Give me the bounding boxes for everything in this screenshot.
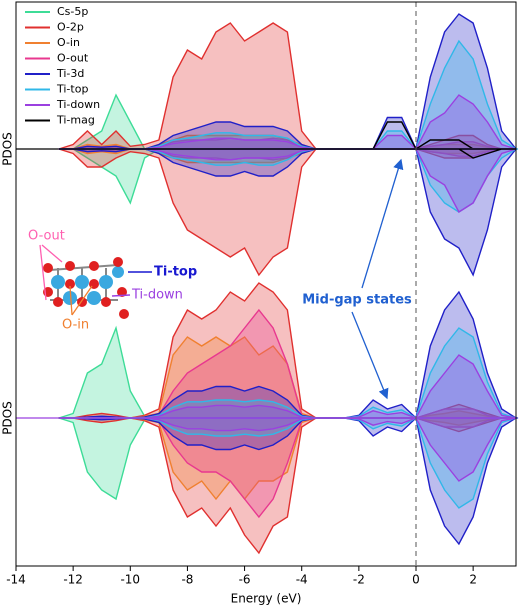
pdos-curve bbox=[58, 148, 516, 159]
legend-label: Ti-3d bbox=[56, 67, 84, 80]
pdos-curve bbox=[58, 148, 516, 277]
x-tick-label: -12 bbox=[63, 573, 83, 587]
legend-label: Cs-5p bbox=[57, 5, 88, 18]
annotation: Ti-down bbox=[131, 288, 183, 303]
pdos-curve bbox=[58, 22, 516, 150]
legend-label: O-in bbox=[57, 36, 80, 49]
x-tick-label: -4 bbox=[296, 573, 308, 587]
x-axis-label: Energy (eV) bbox=[231, 592, 302, 606]
annotation: O-in bbox=[62, 318, 89, 333]
legend-label: O-out bbox=[57, 52, 89, 65]
x-tick-label: -2 bbox=[353, 573, 365, 587]
x-tick-label: 2 bbox=[469, 573, 477, 587]
y-axis-label: PDOS bbox=[1, 132, 15, 166]
arrow bbox=[351, 311, 389, 400]
x-tick-label: -10 bbox=[120, 573, 140, 587]
arrow bbox=[361, 158, 404, 289]
x-tick-label: -6 bbox=[239, 573, 251, 587]
legend-label: Ti-down bbox=[56, 98, 100, 111]
annotation: Mid-gap states bbox=[302, 293, 412, 308]
pdos-curve bbox=[58, 417, 517, 482]
annotation: O-out bbox=[28, 229, 65, 244]
x-tick-label: 0 bbox=[412, 573, 420, 587]
annotation: Ti-top bbox=[154, 265, 197, 280]
legend-label: O-2p bbox=[57, 21, 84, 34]
legend-label: Ti-mag bbox=[56, 114, 95, 127]
x-tick-label: -8 bbox=[181, 573, 193, 587]
legend-label: Ti-top bbox=[56, 83, 88, 96]
plot-area bbox=[16, 13, 519, 555]
y-axis-label: PDOS bbox=[1, 401, 15, 435]
x-tick-label: -14 bbox=[6, 573, 26, 587]
frame bbox=[15, 1, 517, 567]
structure-inset bbox=[39, 244, 152, 319]
